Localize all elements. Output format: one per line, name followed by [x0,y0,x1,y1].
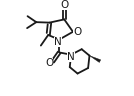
Text: O: O [73,27,82,37]
Text: N: N [54,37,62,47]
Polygon shape [90,56,101,62]
Text: O: O [45,58,53,68]
Text: N: N [67,52,75,62]
Text: O: O [60,0,68,10]
